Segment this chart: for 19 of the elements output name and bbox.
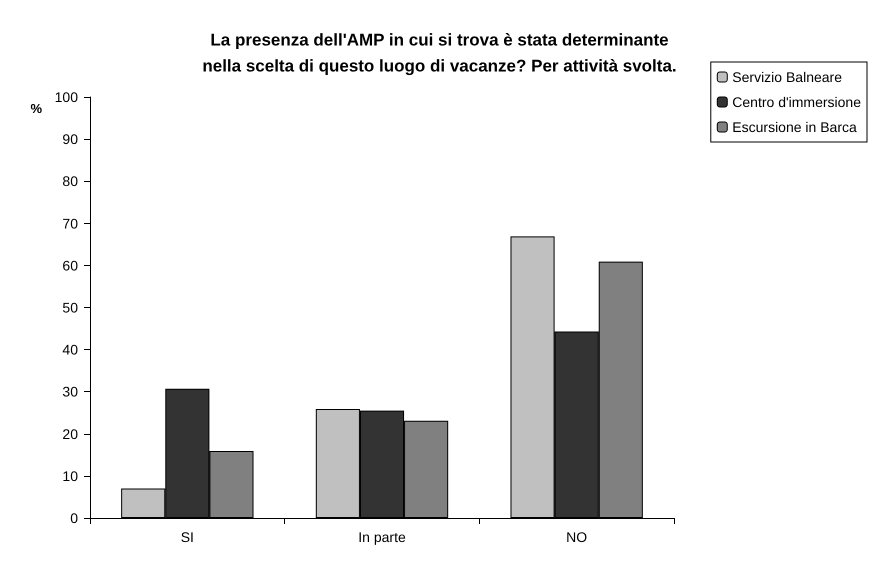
y-tick-label: 50 [62,300,78,316]
y-tick-label: 60 [62,257,78,274]
y-tick-label: 20 [62,426,78,442]
y-tick-label: 90 [62,131,78,148]
y-axis-title: % [30,101,42,116]
y-tick-label: 100 [54,89,78,105]
x-tick-label: SI [180,529,194,545]
chart-title: La presenza dell'AMP in cui si trova è stata determinante nella scelta di questo luogo di vacanze? Per attività svolta. [202,30,677,76]
y-tick-label: 0 [70,510,78,526]
y-tick-label: 40 [62,342,78,358]
x-tick-label: In parte [358,529,406,545]
legend-label: Centro d'immersione [732,94,862,110]
y-tick-label: 30 [62,384,78,400]
legend-label: Escursione in Barca [732,119,857,135]
legend-label: Servizio Balneare [732,69,842,85]
y-tick-label: 10 [62,468,78,484]
y-tick-label: 70 [62,215,78,232]
y-tick-label: 80 [62,173,78,190]
x-tick-label: NO [566,529,588,545]
